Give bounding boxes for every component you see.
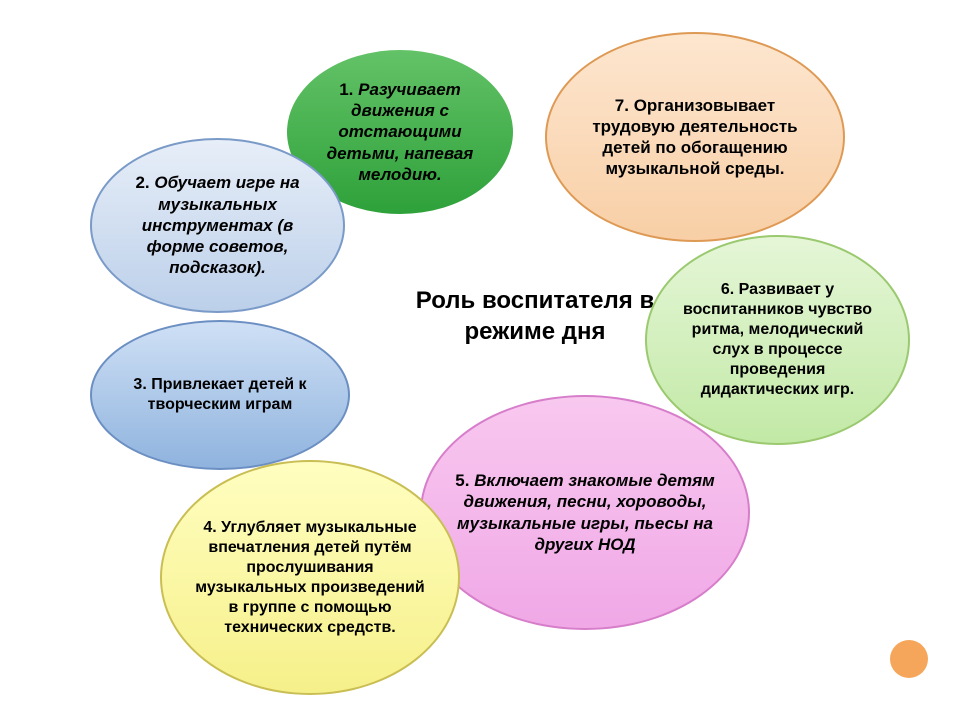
bubble-7-label: 7. Организовывает трудовую деятельность … bbox=[575, 95, 816, 180]
corner-ornament bbox=[890, 640, 928, 678]
bubble-5: 5. Включает знакомые детям движения, пес… bbox=[420, 395, 750, 630]
bubble-7: 7. Организовывает трудовую деятельность … bbox=[545, 32, 845, 242]
bubble-2-label: 2. Обучает игре на музыкальных инструмен… bbox=[116, 172, 318, 278]
diagram-title: Роль воспитателя в режиме дня bbox=[400, 285, 670, 347]
bubble-2: 2. Обучает игре на музыкальных инструмен… bbox=[90, 138, 345, 313]
bubble-1-label: 1. Разучивает движения с отстающими деть… bbox=[310, 79, 491, 185]
bubble-6: 6. Развивает у воспитанников чувство рит… bbox=[645, 235, 910, 445]
bubble-6-label: 6. Развивает у воспитанников чувство рит… bbox=[672, 280, 883, 400]
diagram-canvas: Роль воспитателя в режиме дня 1. Разучив… bbox=[0, 0, 960, 720]
bubble-4-label: 4. Углубляет музыкальные впечатления дет… bbox=[190, 518, 431, 638]
bubble-5-label: 5. Включает знакомые детям движения, пес… bbox=[452, 470, 719, 555]
bubble-3-label: 3. Привлекает детей к творческим играм bbox=[117, 375, 323, 415]
bubble-3: 3. Привлекает детей к творческим играм bbox=[90, 320, 350, 470]
bubble-4: 4. Углубляет музыкальные впечатления дет… bbox=[160, 460, 460, 695]
